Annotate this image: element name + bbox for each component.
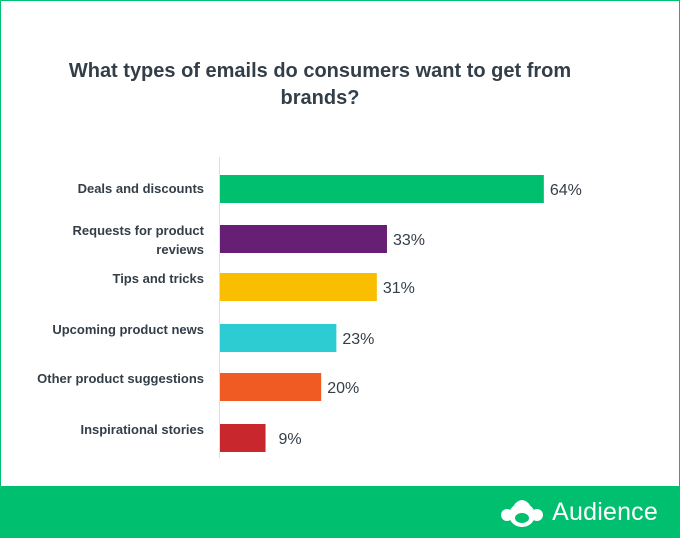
value-label-5: 20%	[327, 380, 359, 397]
category-label-5: Other product suggestions	[37, 371, 204, 386]
bar-2	[220, 225, 387, 253]
bar-3	[220, 273, 377, 301]
surveymonkey-logo-icon	[501, 500, 544, 527]
bar-chart: 64% Deals and discounts 33% Requests for pr…	[37, 157, 582, 458]
value-label-6: 9%	[279, 431, 302, 448]
category-label-6: Inspirational stories	[80, 422, 204, 437]
footer-bar: Audience	[0, 486, 680, 538]
bar-5	[220, 373, 322, 401]
value-label-1: 64%	[550, 182, 582, 199]
bar-4	[220, 324, 337, 352]
category-label-1: Deals and discounts	[78, 181, 204, 196]
bar-6	[220, 424, 266, 452]
bars-group: 64% Deals and discounts 33% Requests for pr…	[37, 175, 582, 452]
value-label-2: 33%	[393, 232, 425, 249]
bar-1	[220, 175, 544, 203]
category-label-2: Requests for product reviews	[73, 223, 205, 257]
value-label-3: 31%	[383, 280, 415, 297]
category-label-4: Upcoming product news	[52, 322, 204, 337]
chart-title: What types of emails do consumers want t…	[68, 60, 572, 109]
category-label-3: Tips and tricks	[112, 271, 204, 286]
value-label-4: 23%	[342, 331, 374, 348]
brand-logo[interactable]: Audience	[500, 495, 658, 529]
brand-name: Audience	[552, 497, 658, 526]
